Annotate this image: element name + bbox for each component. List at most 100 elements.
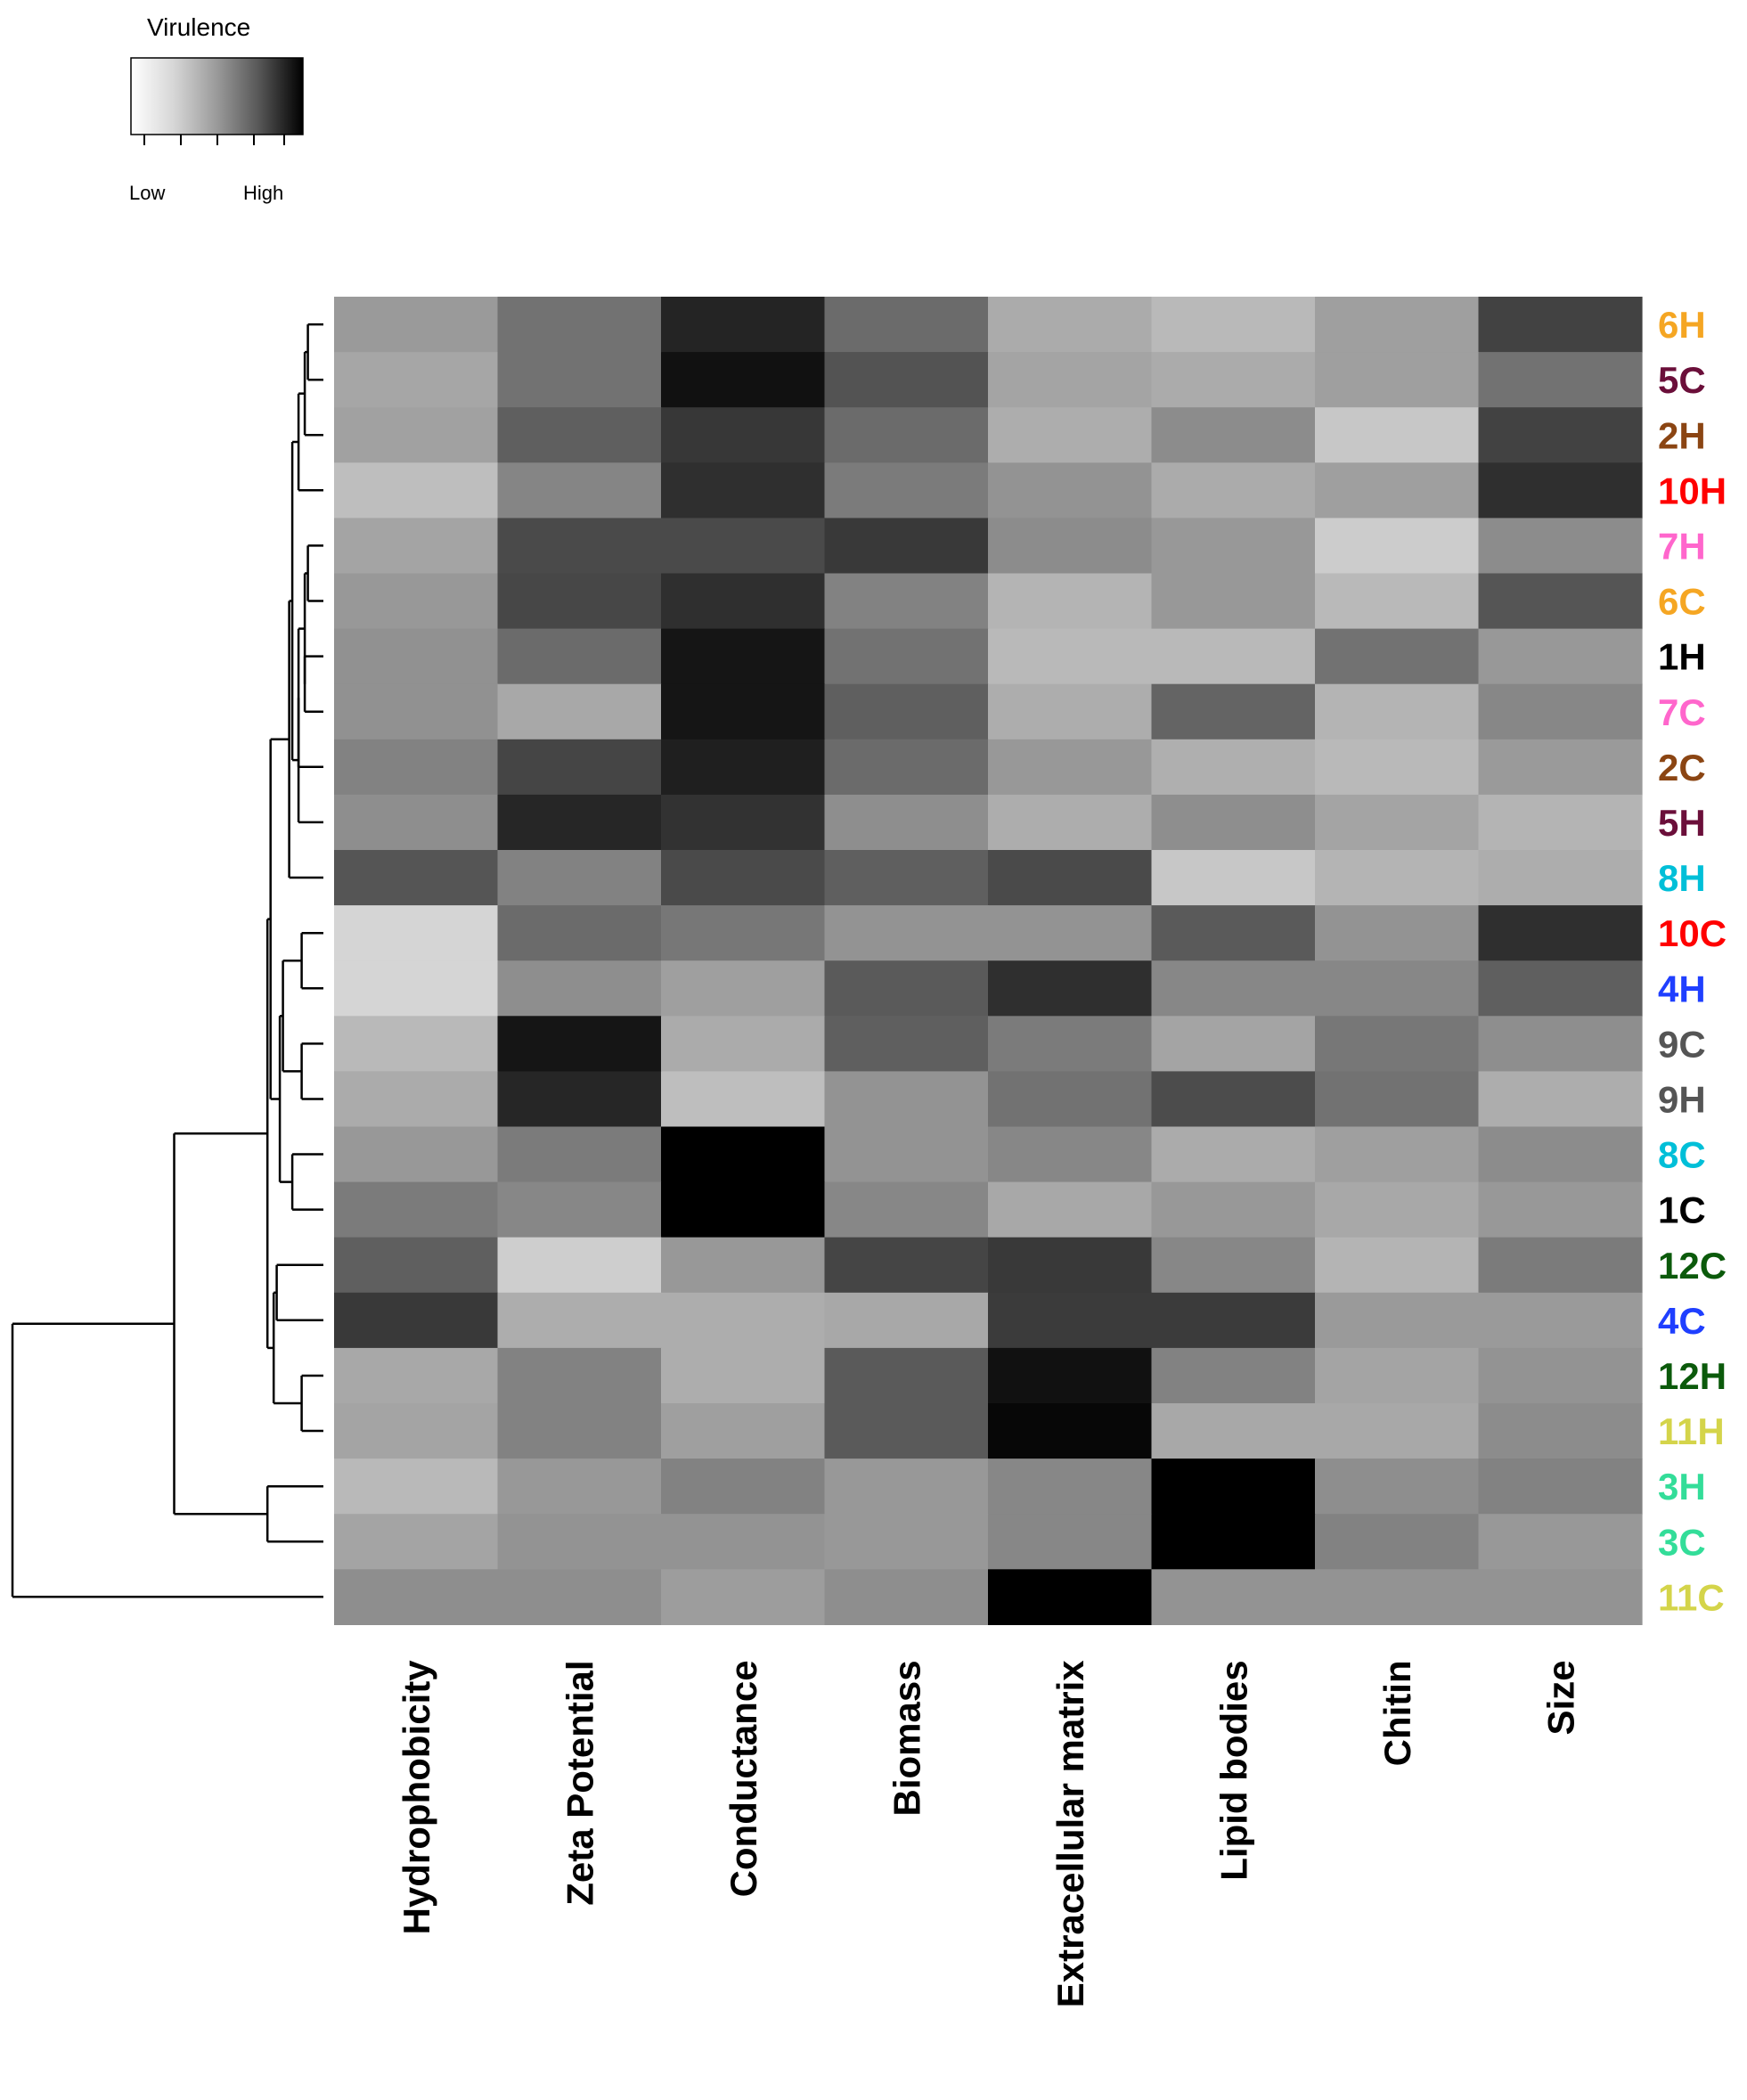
heatmap-cell — [334, 407, 499, 463]
heatmap-cell — [988, 1126, 1153, 1183]
heatmap-cell — [988, 1071, 1153, 1128]
heatmap-cell — [661, 297, 826, 353]
heatmap-cell — [1478, 462, 1643, 519]
heatmap-cell — [497, 297, 662, 353]
heatmap-cell — [497, 1569, 662, 1625]
heatmap-cell — [334, 960, 499, 1017]
heatmap-cell — [497, 794, 662, 851]
heatmap-cell — [661, 1514, 826, 1570]
heatmap-cell — [988, 1459, 1153, 1515]
row-label: 3H — [1658, 1466, 1706, 1508]
heatmap-cell — [988, 905, 1153, 961]
heatmap-cell — [1315, 1181, 1480, 1238]
heatmap-cell — [824, 1347, 989, 1404]
heatmap-cell — [824, 1181, 989, 1238]
heatmap-cell — [497, 960, 662, 1017]
heatmap-cell — [334, 352, 499, 408]
heatmap-cell — [1151, 1292, 1316, 1349]
heatmap-cell — [1478, 1514, 1643, 1570]
heatmap-cell — [824, 297, 989, 353]
heatmap-cell — [1315, 628, 1480, 685]
heatmap-cell — [661, 407, 826, 463]
heatmap-cell — [1315, 518, 1480, 575]
heatmap-cell — [661, 1569, 826, 1625]
column-label: Extracellular matrix — [1049, 1660, 1091, 2008]
heatmap-cell — [1315, 573, 1480, 630]
heatmap-cell — [497, 1514, 662, 1570]
heatmap-cell — [661, 850, 826, 906]
heatmap-cell — [1315, 1016, 1480, 1072]
row-label: 3C — [1658, 1521, 1706, 1563]
heatmap-cell — [1478, 1126, 1643, 1183]
heatmap-cell — [661, 1016, 826, 1072]
heatmap-cell — [824, 1569, 989, 1625]
row-label: 5C — [1658, 359, 1706, 401]
heatmap-cell — [1315, 960, 1480, 1017]
heatmap-cell — [1478, 794, 1643, 851]
heatmap-cell — [1151, 462, 1316, 519]
row-labels: 6H 5C 2H 10H 7H 6C 1H 7C 2C 5H 8H 10C 4H 9C 9H 8C 1C 12C 4… — [1658, 304, 1727, 1618]
row-label: 5H — [1658, 802, 1706, 844]
heatmap-cell — [661, 905, 826, 961]
heatmap-cell — [661, 1237, 826, 1294]
column-label: Zeta Potential — [559, 1660, 600, 1905]
heatmap-cell — [334, 628, 499, 685]
heatmap-cell — [1151, 1126, 1316, 1183]
heatmap-cell — [1151, 905, 1316, 961]
heatmap-cell — [1478, 518, 1643, 575]
heatmap-cells — [334, 297, 1643, 1625]
row-label: 1C — [1658, 1189, 1706, 1231]
row-label: 6H — [1658, 304, 1706, 346]
heatmap-cell — [1315, 850, 1480, 906]
heatmap-cell — [661, 1347, 826, 1404]
heatmap-cell — [824, 739, 989, 796]
heatmap-cell — [1478, 407, 1643, 463]
heatmap-cell — [497, 1071, 662, 1128]
heatmap-cell — [824, 1292, 989, 1349]
heatmap-cell — [988, 1292, 1153, 1349]
heatmap-cell — [1315, 1514, 1480, 1570]
heatmap-cell — [334, 905, 499, 961]
heatmap-cell — [1315, 1569, 1480, 1625]
heatmap-cell — [824, 1016, 989, 1072]
heatmap-cell — [497, 1403, 662, 1459]
heatmap-cell — [824, 960, 989, 1017]
heatmap-cell — [661, 794, 826, 851]
heatmap-cell — [988, 1347, 1153, 1404]
heatmap-cell — [824, 352, 989, 408]
heatmap-cell — [1315, 905, 1480, 961]
heatmap-cell — [1478, 1403, 1643, 1459]
heatmap-cell — [988, 1403, 1153, 1459]
heatmap-cell — [824, 518, 989, 575]
row-label: 9C — [1658, 1023, 1706, 1065]
row-label: 1H — [1658, 636, 1706, 678]
heatmap-cell — [1151, 794, 1316, 851]
heatmap-cell — [988, 352, 1153, 408]
heatmap-cell — [1315, 462, 1480, 519]
column-labels: Hydrophobicity Zeta Potential Conductance B… — [396, 1660, 1582, 2008]
heatmap-cell — [334, 1071, 499, 1128]
heatmap-cell — [334, 1459, 499, 1515]
heatmap-cell — [1478, 905, 1643, 961]
heatmap-cell — [497, 739, 662, 796]
heatmap-cell — [824, 1459, 989, 1515]
heatmap-cell — [1151, 407, 1316, 463]
heatmap-cell — [1478, 297, 1643, 353]
heatmap-cell — [334, 850, 499, 906]
heatmap-cell — [824, 1237, 989, 1294]
heatmap-cell — [334, 1292, 499, 1349]
heatmap-cell — [334, 462, 499, 519]
row-label: 2H — [1658, 414, 1706, 456]
heatmap-cell — [1315, 407, 1480, 463]
row-label: 11C — [1658, 1576, 1725, 1618]
heatmap-cell — [497, 1459, 662, 1515]
heatmap-cell — [1478, 683, 1643, 740]
column-label: Chitin — [1376, 1660, 1418, 1766]
row-label: 12C — [1658, 1245, 1727, 1287]
heatmap-cell — [1478, 1181, 1643, 1238]
heatmap-cell — [988, 407, 1153, 463]
heatmap-cell — [334, 1126, 499, 1183]
heatmap-cell — [497, 850, 662, 906]
row-label: 8C — [1658, 1134, 1706, 1176]
heatmap-cell — [824, 1126, 989, 1183]
